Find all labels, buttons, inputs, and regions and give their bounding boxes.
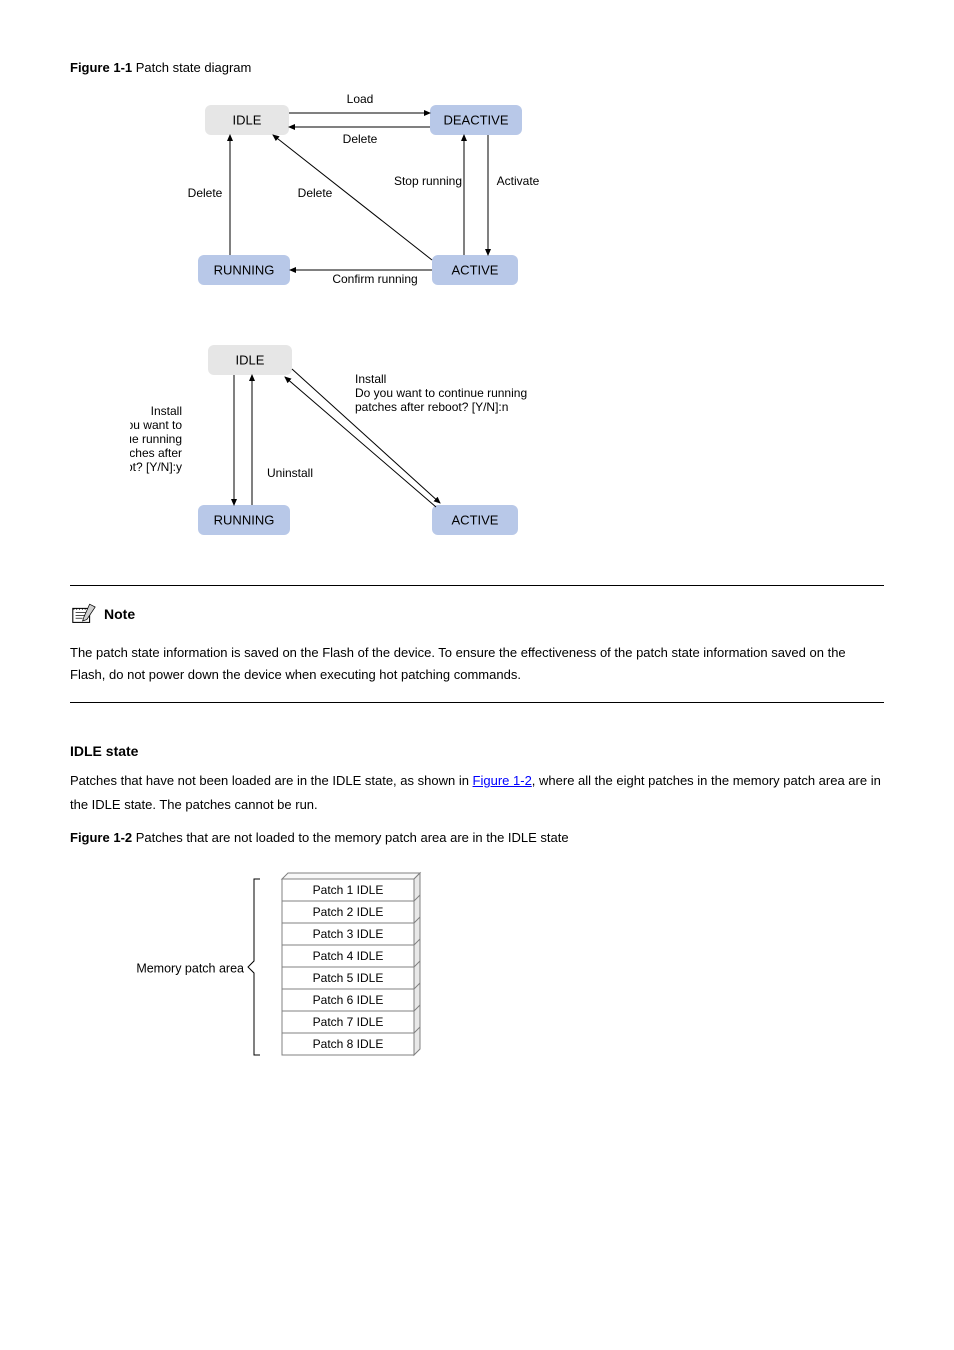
- figure-1-1-num: Figure 1-1: [70, 60, 132, 75]
- figure-1-2-title: Patches that are not loaded to the memor…: [132, 830, 568, 845]
- edge-delete-running-idle-label: Delete: [188, 186, 223, 200]
- note-block: Note The patch state information is save…: [70, 585, 884, 703]
- edge-delete-active-idle-label: Delete: [298, 186, 333, 200]
- figure-1-2-num: Figure 1-2: [70, 830, 132, 845]
- install-no-line1: Install: [355, 372, 386, 386]
- memory-patch-area-label: Memory patch area: [136, 961, 244, 975]
- figure-1-1-diagram-2: IDLE RUNNING ACTIVE Install Do you want …: [130, 335, 884, 555]
- node-idle-2-label: IDLE: [236, 352, 265, 367]
- patch-row-2-label: Patch 2 IDLE: [313, 905, 384, 919]
- notepad-pencil-icon: [70, 602, 98, 626]
- note-body: The patch state information is saved on …: [70, 642, 884, 686]
- edge-load-label: Load: [347, 92, 374, 106]
- figure-1-1-label: Figure 1-1 Patch state diagram: [70, 60, 884, 75]
- patch-table: Patch 1 IDLE Patch 2 IDLE Patch 3 IDLE P…: [282, 873, 420, 1055]
- install-yes-line5: reboot? [Y/N]:y: [130, 460, 182, 474]
- figure-1-2-label: Figure 1-2 Patches that are not loaded t…: [70, 830, 884, 845]
- patch-row-1-label: Patch 1 IDLE: [313, 883, 384, 897]
- install-no-line3: patches after reboot? [Y/N]:n: [355, 400, 508, 414]
- install-yes-line4: patches after: [130, 446, 182, 460]
- patch-row-3-label: Patch 3 IDLE: [313, 927, 384, 941]
- patch-table-top: [282, 873, 420, 879]
- note-header: Note: [70, 602, 884, 626]
- install-no-line2: Do you want to continue running: [355, 386, 527, 400]
- patch-row-5-label: Patch 5 IDLE: [313, 971, 384, 985]
- link-figure-1-2[interactable]: Figure 1-2: [473, 773, 532, 788]
- patch-row-7-label: Patch 7 IDLE: [313, 1015, 384, 1029]
- install-yes-line1: Install: [151, 404, 182, 418]
- edge-delete-deactive-idle-label: Delete: [343, 132, 378, 146]
- memory-patch-bracket: [248, 879, 260, 1055]
- node-active-2-label: ACTIVE: [452, 512, 499, 527]
- patch-row-8-label: Patch 8 IDLE: [313, 1037, 384, 1051]
- figure-1-1-diagram: IDLE DEACTIVE RUNNING ACTIVE Load Delete…: [130, 85, 884, 305]
- node-deactive-label: DEACTIVE: [443, 112, 508, 127]
- install-yes-line2: Do you want to: [130, 418, 182, 432]
- heading-idle-state: IDLE state: [70, 743, 884, 759]
- edge-activate-label: Activate: [497, 174, 540, 188]
- node-active-label: ACTIVE: [452, 262, 499, 277]
- node-running-2-label: RUNNING: [214, 512, 275, 527]
- idle-state-paragraph: Patches that have not been loaded are in…: [70, 769, 884, 816]
- edge-confirm-running-label: Confirm running: [332, 272, 417, 286]
- note-title: Note: [104, 606, 135, 622]
- node-running-label: RUNNING: [214, 262, 275, 277]
- idle-paragraph-a: Patches that have not been loaded are in…: [70, 773, 473, 788]
- patch-row-4-label: Patch 4 IDLE: [313, 949, 384, 963]
- install-yes-line3: continue running: [130, 432, 182, 446]
- node-idle-label: IDLE: [233, 112, 262, 127]
- uninstall-label: Uninstall: [267, 466, 313, 480]
- edge-stop-running-label: Stop running: [394, 174, 462, 188]
- patch-row-6-label: Patch 6 IDLE: [313, 993, 384, 1007]
- figure-1-2-diagram: Memory patch area Patch 1 IDLE Patch 2 I…: [130, 863, 884, 1076]
- figure-1-1-title: Patch state diagram: [132, 60, 251, 75]
